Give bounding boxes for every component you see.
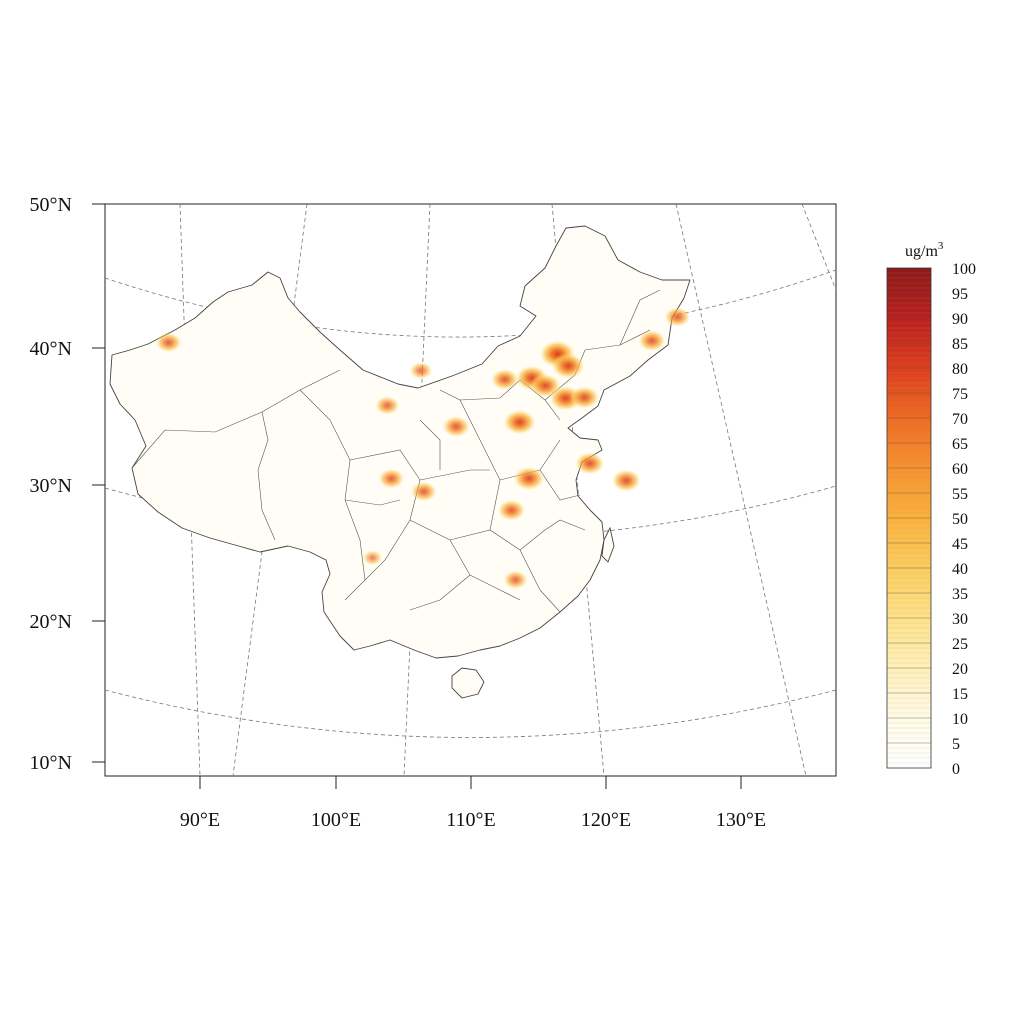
colorbar-tick-5: 5	[952, 736, 960, 753]
lon-label-90: 90°E	[180, 809, 220, 831]
hotspot-20	[409, 361, 433, 380]
colorbar-tick-80: 80	[952, 361, 968, 378]
lat-label-50: 50°N	[30, 194, 72, 216]
taiwan-island	[601, 526, 615, 563]
colorbar-tick-95: 95	[952, 286, 968, 303]
colorbar-tick-100: 100	[952, 261, 976, 278]
colorbar-tick-30: 30	[952, 611, 968, 628]
hotspot-11	[497, 499, 526, 521]
hotspot-14	[442, 416, 471, 438]
colorbar-tick-65: 65	[952, 436, 968, 453]
colorbar-lines	[887, 272, 931, 764]
colorbar-tick-50: 50	[952, 511, 968, 528]
colorbar-tick-labels: 1009590858075706560555045403530252015105…	[952, 261, 976, 778]
hotspot-19	[155, 332, 182, 353]
lat-label-20: 20°N	[30, 611, 72, 633]
colorbar-tick-60: 60	[952, 461, 968, 478]
colorbar-tick-0: 0	[952, 761, 960, 778]
colorbar-legend: ug/m3 1009590858075706560555045403530252…	[886, 240, 976, 778]
longitude-labels: 90°E 100°E 110°E 120°E 130°E	[180, 809, 766, 831]
concentration-hotspots	[155, 307, 691, 590]
hainan-island	[451, 667, 485, 699]
country-outline	[109, 225, 691, 659]
lon-label-120: 120°E	[581, 809, 631, 831]
hotspot-13	[664, 307, 691, 327]
hotspot-15	[378, 468, 405, 489]
hotspot-21	[362, 550, 383, 566]
lon-label-110: 110°E	[446, 809, 495, 831]
hotspot-17	[503, 570, 528, 590]
colorbar-tick-85: 85	[952, 336, 968, 353]
hotspot-6	[503, 409, 536, 435]
hotspot-10	[513, 466, 545, 491]
hotspot-1	[551, 353, 585, 379]
colorbar-tick-70: 70	[952, 411, 968, 428]
hotspot-9	[611, 469, 641, 492]
hotspot-7	[491, 368, 519, 391]
latitude-labels: 50°N 40°N 30°N 20°N 10°N	[30, 194, 72, 774]
hotspot-8	[575, 452, 605, 475]
lat-label-10: 10°N	[30, 752, 72, 774]
colorbar-tick-45: 45	[952, 536, 968, 553]
colorbar-tick-20: 20	[952, 661, 968, 678]
axis-ticks	[92, 203, 742, 789]
colorbar-tick-10: 10	[952, 711, 968, 728]
hotspot-12	[638, 330, 666, 352]
lon-label-130: 130°E	[716, 809, 766, 831]
hotspot-5	[569, 386, 600, 409]
colorbar-tick-75: 75	[952, 386, 968, 403]
colorbar-tick-15: 15	[952, 686, 968, 703]
colorbar-tick-40: 40	[952, 561, 968, 578]
lat-label-40: 40°N	[30, 338, 72, 360]
hotspot-16	[410, 481, 437, 502]
lat-label-30: 30°N	[30, 475, 72, 497]
colorbar-tick-35: 35	[952, 586, 968, 603]
colorbar-tick-55: 55	[952, 486, 968, 503]
colorbar-tick-25: 25	[952, 636, 968, 653]
hotspot-18	[375, 396, 400, 415]
colorbar-tick-90: 90	[952, 311, 968, 328]
colorbar-unit: ug/m3	[905, 240, 944, 260]
lon-label-100: 100°E	[311, 809, 361, 831]
